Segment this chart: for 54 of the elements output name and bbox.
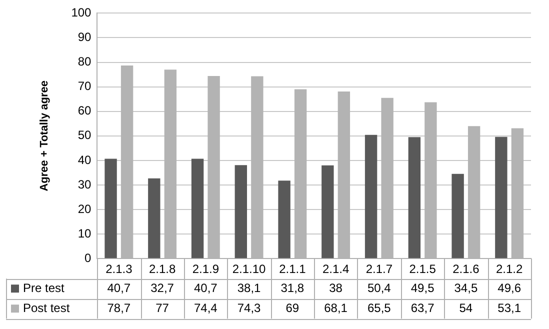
data-label: 78,7: [107, 300, 131, 315]
y-tick-label: 30: [78, 177, 92, 192]
bar: [104, 158, 117, 258]
x-tick-label: 2.1.5: [409, 262, 436, 276]
bar: [364, 134, 378, 258]
data-label: 38,1: [237, 280, 262, 295]
data-label: 40,7: [107, 280, 131, 295]
bar: [191, 158, 204, 258]
x-tick-label: 2.1.1: [279, 262, 306, 276]
x-tick-label: 2.1.10: [232, 262, 266, 276]
data-label: 68,1: [324, 300, 348, 315]
bar: [234, 165, 248, 258]
bar: [452, 174, 464, 258]
x-tick-label: 2.1.4: [322, 262, 350, 276]
y-tick-label: 100: [71, 6, 92, 20]
x-tick-label: 2.1.6: [452, 262, 480, 276]
data-label: 69: [286, 300, 300, 315]
data-label: 65,5: [368, 300, 392, 315]
bar: [495, 136, 508, 258]
data-label: 32,7: [150, 280, 174, 295]
y-axis-title: Agree + Totally agree: [38, 80, 51, 192]
data-label: 31,8: [280, 280, 304, 295]
y-tick-label: 90: [78, 30, 92, 44]
x-tick-label: 2.1.2: [496, 262, 523, 276]
bar: [322, 165, 334, 258]
y-tick-label: 70: [78, 79, 92, 94]
data-label: 50,4: [368, 280, 392, 295]
bar: [278, 180, 290, 258]
y-tick-label: 50: [78, 128, 92, 142]
data-label: 77: [156, 300, 170, 315]
data-label: 38: [329, 280, 343, 295]
y-tick-label: 20: [78, 202, 92, 216]
x-tick-label: 2.1.7: [366, 262, 393, 276]
data-label: 53,1: [498, 300, 522, 315]
legend-label: Pre test: [23, 280, 66, 295]
data-label: 34,5: [454, 280, 478, 295]
x-tick-label: 2.1.8: [148, 262, 176, 276]
bar: [408, 137, 421, 258]
bar: [148, 178, 160, 258]
data-label: 49,5: [410, 280, 435, 295]
x-tick-label: 2.1.3: [106, 262, 133, 276]
data-label: 40,7: [194, 280, 218, 295]
data-label: 74,4: [194, 300, 218, 315]
data-label: 54: [459, 300, 473, 315]
data-label: 49,6: [498, 280, 522, 295]
legend-label: Post test: [23, 300, 70, 315]
y-tick-label: 0: [84, 250, 92, 265]
y-tick-label: 60: [78, 104, 92, 118]
data-label: 63,7: [410, 300, 435, 315]
y-tick-label: 10: [78, 226, 92, 240]
y-tick-label: 40: [78, 152, 92, 167]
data-label: 74,3: [237, 300, 262, 315]
y-tick-label: 80: [78, 54, 92, 69]
x-tick-label: 2.1.9: [192, 262, 220, 276]
